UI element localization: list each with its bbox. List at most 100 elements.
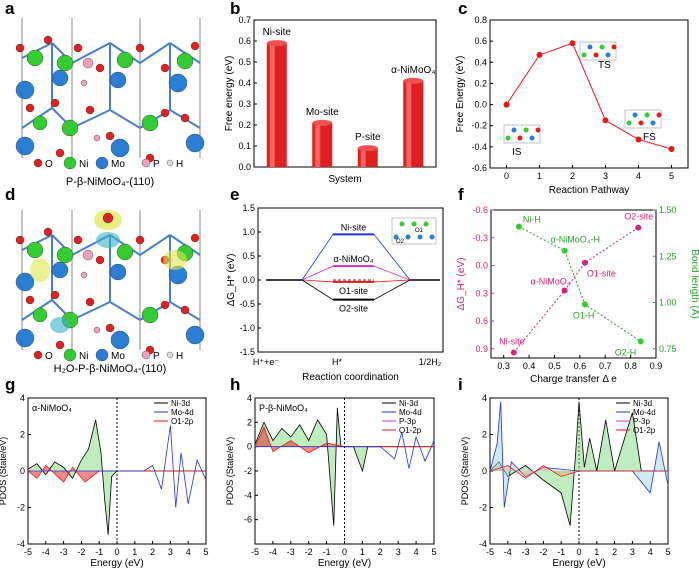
c-struct-atom [593, 52, 599, 58]
legend-a-label: Ni [79, 159, 88, 170]
i-ytick-label: 2 [482, 430, 487, 440]
e-ylabel: ΔG_H* (eV) [226, 254, 237, 307]
f-ylabel-left: ΔG_H* (eV) [456, 258, 467, 311]
struct-a-atom [73, 43, 83, 53]
legend-d-swatch [166, 351, 174, 359]
e-inset-atom [393, 234, 399, 240]
c-annotation-fs: FS [643, 132, 656, 143]
chart-f: 0.3 0.4 0.5 0.6 0.7 0.8 0.9 -0.6 -0.3 0.0 0.3 0.6 0.… [456, 205, 699, 385]
struct-d-atom [43, 227, 53, 237]
c-struct-atom [535, 127, 541, 133]
f-xlabel: Charge transfer Δ e [530, 374, 617, 385]
b-plot-frame [253, 19, 437, 168]
f-ytick-right-label: 1.00 [659, 298, 677, 308]
i-legend-label: P-3p [633, 417, 650, 426]
f-point-left-label: O2-site [624, 212, 653, 222]
g-title: α-NiMoO₄ [32, 403, 72, 413]
struct-d-atom [110, 330, 130, 350]
caption-d: H₂O-P-β-NiMoO₄-(110) [54, 363, 167, 375]
struct-d-water-atom [102, 212, 114, 224]
i-xtick-label: 0 [576, 547, 581, 557]
c-struct-atom [523, 127, 529, 133]
h-ylabel: PDOS (State/eV) [225, 437, 235, 506]
legend-d-label: O [45, 351, 53, 362]
struct-a-atom [116, 51, 134, 69]
e-xlabel: Reaction coordination [302, 372, 399, 383]
b-xlabel: System [328, 174, 361, 185]
f-ytick-left-label: 0.9 [475, 344, 488, 354]
c-struct-atom [529, 135, 535, 141]
e-level-label: α-NiMoO₄ [334, 254, 374, 264]
c-point [602, 117, 609, 124]
struct-d-atom [15, 272, 35, 292]
i-ytick-label: 0 [482, 466, 487, 476]
struct-a-atom [93, 134, 101, 142]
e-ytick-label: -1.0 [239, 323, 255, 333]
panel-letter-a: a [5, 0, 15, 18]
struct-d-charge-density [96, 232, 120, 248]
c-struct-icon [579, 41, 617, 61]
panel-letter-i: i [458, 375, 463, 394]
b-ytick-label: 0.3 [238, 99, 251, 109]
struct-a-atom [15, 80, 35, 100]
c-struct-atom [611, 44, 617, 50]
f-ytick-right-label: 0.75 [659, 344, 677, 354]
g-pdos-line [27, 419, 206, 535]
c-ytick-label: 0.8 [474, 15, 487, 25]
c-point [503, 101, 510, 108]
h-pdos-fill [255, 407, 434, 526]
struct-d-atom [55, 340, 65, 350]
h-xtick-label: 3 [396, 547, 401, 557]
c-ytick-label: -0.4 [471, 142, 487, 152]
f-ytick-left-label: 0.3 [475, 288, 488, 298]
chart-c: 0 1 2 3 4 5 -0.6 -0.4 -0.2 0.0 0.2 0.4 0.6 0.8 TS IS FS R… [455, 15, 689, 196]
e-ytick-label: 0.0 [242, 275, 255, 285]
panel-letter-h: h [230, 375, 240, 394]
e-inset-atom [417, 234, 423, 240]
struct-a-bond [71, 42, 111, 64]
g-ylabel: PDOS (State/eV) [0, 437, 8, 506]
e-path-1 [301, 265, 411, 281]
struct-a-atom [160, 63, 170, 73]
struct-a-bond [139, 42, 171, 64]
legend-d-swatch [95, 348, 109, 362]
legend-d-swatch [141, 350, 151, 360]
legend-d-label: Mo [111, 351, 125, 362]
structure-image-d [15, 210, 205, 355]
c-xtick-label: 3 [603, 171, 608, 181]
e-xtick-label: H* [332, 357, 342, 367]
panel-letter-c: c [458, 0, 467, 18]
g-xtick-label: 5 [203, 547, 208, 557]
struct-d-atom [141, 306, 159, 324]
f-point-right [561, 247, 568, 254]
f-ylabel-right: Bond length (Å) [689, 249, 699, 319]
h-ytick-label: 4 [247, 393, 252, 403]
struct-a-atom [110, 138, 130, 158]
f-ytick-left-label: 0.0 [475, 261, 488, 271]
struct-a-atom [190, 41, 200, 51]
i-pdos-line [489, 401, 668, 526]
struct-a-atom [43, 35, 53, 45]
b-bar-highlight [315, 122, 321, 167]
g-xtick-label: 0 [114, 547, 119, 557]
struct-d-charge-density [30, 258, 50, 282]
f-xtick-label: 0.3 [497, 361, 510, 371]
b-ytick-label: 0.4 [238, 78, 251, 88]
i-xtick-label: 5 [665, 547, 670, 557]
panel-letter-e: e [230, 185, 239, 204]
f-line-right [518, 226, 642, 342]
c-struct-atom [599, 44, 605, 50]
b-ytick-label: 0.1 [238, 141, 251, 151]
chart-b: 0.0 0.1 0.2 0.3 0.4 0.5 0.6 0.7 Ni-site Mo-site P-… [224, 15, 437, 185]
legend-a-label: O [45, 159, 53, 170]
h-xtick-label: 5 [431, 547, 436, 557]
struct-a-atom [61, 119, 79, 137]
b-bar-top [266, 40, 287, 47]
c-struct-icon [624, 109, 662, 129]
g-pdos-fill [28, 419, 206, 535]
struct-a-atom [26, 49, 44, 67]
legend-d-swatch [63, 348, 77, 362]
g-xtick-label: -3 [60, 547, 68, 557]
e-inset-atom [423, 221, 429, 227]
struct-d-atom [160, 300, 170, 310]
